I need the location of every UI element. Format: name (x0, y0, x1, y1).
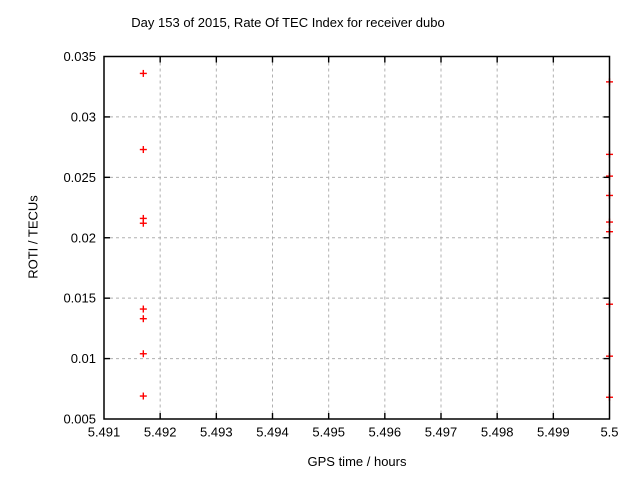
x-tick-label: 5.493 (200, 425, 233, 440)
chart-title: Day 153 of 2015, Rate Of TEC Index for r… (131, 15, 445, 30)
y-tick-label: 0.01 (71, 351, 96, 366)
y-tick-label: 0.025 (63, 170, 96, 185)
x-tick-label: 5.491 (88, 425, 121, 440)
y-tick-label: 0.015 (63, 291, 96, 306)
x-tick-label: 5.494 (256, 425, 289, 440)
x-tick-label: 5.492 (144, 425, 177, 440)
y-tick-label: 0.005 (63, 412, 96, 427)
x-tick-label: 5.496 (369, 425, 402, 440)
x-tick-label: 5.498 (481, 425, 514, 440)
x-tick-label: 5.495 (312, 425, 345, 440)
y-tick-label: 0.02 (71, 230, 96, 245)
x-axis-title: GPS time / hours (307, 454, 407, 469)
y-tick-label: 0.03 (71, 109, 96, 124)
x-tick-label: 5.499 (537, 425, 570, 440)
x-tick-label: 5.5 (600, 425, 618, 440)
y-tick-label: 0.035 (63, 49, 96, 64)
x-tick-label: 5.497 (425, 425, 458, 440)
